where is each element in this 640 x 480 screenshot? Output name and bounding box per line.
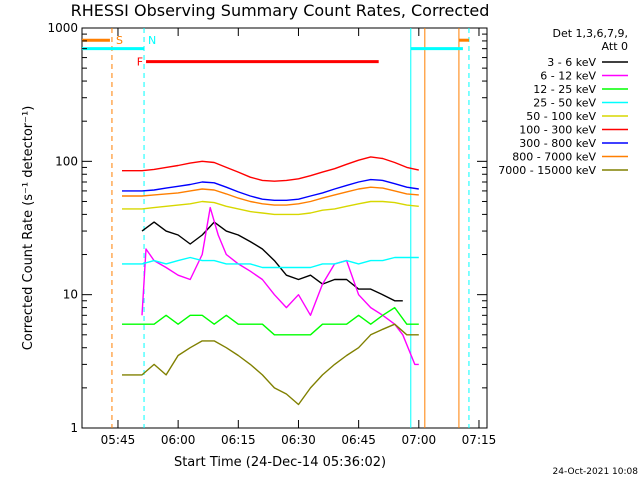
series-line-2 [122,306,419,336]
series-line-7 [122,186,419,206]
x-tick-label-3: 06:30 [281,433,316,447]
y-tick-label-2: 100 [55,154,78,168]
x-tick-label-0: 05:45 [101,433,136,447]
plot-frame [81,27,488,429]
legend-label-8: 7000 - 15000 keV [498,164,596,177]
y-ticks: 1 10 100 1000 [47,21,487,435]
y-tick-label-0: 1 [70,421,78,435]
series-line-0 [141,221,403,302]
legend-label-5: 100 - 300 keV [519,124,596,137]
flag-label-f: F [137,56,143,69]
series-line-5 [122,156,419,182]
x-tick-label-1: 06:00 [161,433,196,447]
legend-label-3: 25 - 50 keV [533,97,596,110]
footer-timestamp: 24-Oct-2021 10:08 [553,467,639,477]
y-axis-title: Corrected Count Rate (s⁻¹ detector⁻¹) [21,106,36,351]
legend-label-6: 300 - 800 keV [519,137,596,150]
x-tick-label-4: 06:45 [341,433,376,447]
legend-label-4: 50 - 100 keV [526,110,596,123]
chart-title: RHESSI Observing Summary Count Rates, Co… [71,1,490,20]
legend-label-0: 3 - 6 keV [547,56,596,69]
legend-header-line-1: Det 1,3,6,7,9, [552,27,628,40]
x-tick-label-2: 06:15 [221,433,256,447]
series-line-6 [122,178,419,201]
y-tick-label-1: 10 [63,288,78,302]
y-tick-label-3: 1000 [47,21,78,35]
legend-label-1: 6 - 12 keV [540,70,596,83]
legend-label-2: 12 - 25 keV [533,83,596,96]
series-line-1 [141,206,419,366]
flag-bars: F [82,38,469,69]
series-lines [122,156,419,406]
x-tick-label-6: 07:15 [462,433,497,447]
legend-header-line-2: Att 0 [602,40,628,53]
x-ticks: 05:45 06:00 06:15 06:30 06:45 07:00 07:15 [101,28,497,447]
legend-label-7: 800 - 7000 keV [512,151,596,164]
series-line-4 [122,200,419,216]
series-line-3 [122,256,419,269]
x-axis-title: Start Time (24-Dec-14 05:36:02) [174,455,386,470]
marker-label-s: S [116,34,123,47]
x-tick-label-5: 07:00 [402,433,437,447]
marker-label-n: N [148,34,156,47]
series-line-8 [122,323,419,406]
